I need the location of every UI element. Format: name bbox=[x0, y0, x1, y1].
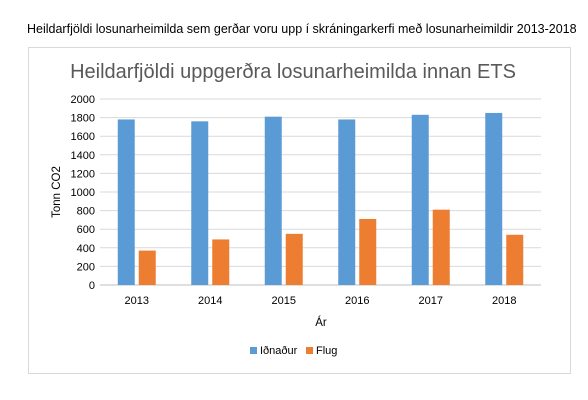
x-tick-label: 2015 bbox=[272, 295, 296, 307]
x-tick-label: 2017 bbox=[419, 295, 443, 307]
y-tick-label: 1000 bbox=[71, 187, 95, 199]
legend-swatch-flug bbox=[306, 347, 313, 354]
page-caption: Heildarfjöldi losunarheimilda sem gerðar… bbox=[27, 22, 577, 36]
x-tick-label: 2014 bbox=[198, 295, 222, 307]
y-tick-label: 1600 bbox=[71, 131, 95, 143]
bar-iðnaður-2016 bbox=[338, 119, 356, 286]
y-tick-label: 2000 bbox=[71, 94, 95, 106]
bar-iðnaður-2013 bbox=[117, 119, 135, 286]
bar-iðnaður-2015 bbox=[264, 116, 282, 285]
y-tick-label: 200 bbox=[77, 261, 95, 273]
bar-flug-2018 bbox=[506, 234, 524, 285]
bar-flug-2017 bbox=[432, 209, 450, 285]
y-tick-label: 400 bbox=[77, 243, 95, 255]
bar-iðnaður-2018 bbox=[485, 112, 503, 285]
bar-iðnaður-2017 bbox=[411, 114, 429, 285]
y-axis-label: Tonn CO2 bbox=[51, 166, 63, 218]
x-axis-label: Ár bbox=[315, 316, 327, 329]
bar-iðnaður-2014 bbox=[191, 121, 209, 285]
bar-flug-2013 bbox=[138, 250, 156, 285]
chart-title: Heildarfjöldi uppgerðra losunarheimilda … bbox=[70, 61, 516, 83]
y-tick-label: 800 bbox=[77, 206, 95, 218]
legend-label: Iðnaður bbox=[260, 345, 298, 357]
y-tick-label: 0 bbox=[89, 280, 95, 292]
legend-swatch-iðnaður bbox=[250, 347, 257, 354]
bar-flug-2016 bbox=[359, 218, 377, 285]
bar-flug-2015 bbox=[285, 233, 303, 285]
x-tick-label: 2013 bbox=[125, 295, 149, 307]
y-tick-label: 1400 bbox=[71, 150, 95, 162]
y-tick-label: 1800 bbox=[71, 113, 95, 125]
y-tick-label: 1200 bbox=[71, 168, 95, 180]
x-tick-label: 2016 bbox=[345, 295, 369, 307]
legend-label: Flug bbox=[316, 345, 337, 357]
bar-flug-2014 bbox=[212, 239, 230, 285]
y-tick-label: 600 bbox=[77, 224, 95, 236]
x-tick-label: 2018 bbox=[492, 295, 516, 307]
